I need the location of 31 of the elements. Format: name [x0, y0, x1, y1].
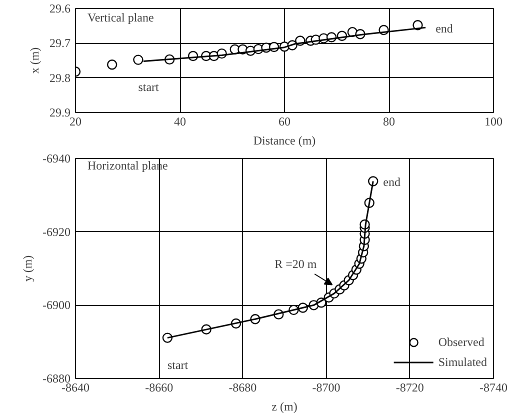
y-tick-label: 29.9 [50, 106, 70, 120]
annotation: end [436, 22, 453, 36]
annotation: Vertical plane [88, 10, 154, 24]
point [106, 60, 118, 70]
x-tick-label: 80 [383, 114, 395, 128]
x-tick-label: 60 [278, 114, 290, 128]
y-tick-label: -6920 [42, 224, 71, 239]
annotation: end [383, 175, 400, 190]
x-tick-label: -8660 [145, 380, 174, 394]
y-tick-label: 29.6 [50, 2, 70, 16]
x-tick-label: -8700 [312, 380, 340, 394]
annotation: R =20 m [274, 257, 318, 271]
y-tick-label: 29.7 [50, 36, 70, 50]
y-tick-label: -6940 [42, 152, 71, 166]
annotation: start [138, 80, 160, 94]
x-tick-label: -8740 [480, 380, 508, 394]
y-axis-title: x (m) [28, 47, 42, 74]
x-tick-label: -8720 [396, 380, 424, 394]
x-tick-label: 40 [174, 114, 186, 128]
y-tick-label: 29.8 [50, 70, 70, 85]
y-tick-label: -6900 [42, 298, 71, 312]
x-axis-title: Distance (m) [253, 134, 316, 148]
legend-label: Simulated [438, 354, 487, 370]
x-tick-label: -8680 [228, 380, 257, 394]
annotation: start [167, 358, 189, 372]
x-tick-label: 20 [70, 114, 82, 128]
x-tick-label: 100 [484, 114, 502, 128]
point [133, 54, 144, 65]
x-axis-title: z (m) [272, 400, 298, 414]
legend-label: Observed [438, 334, 484, 350]
y-axis-title: y (m) [20, 255, 35, 282]
